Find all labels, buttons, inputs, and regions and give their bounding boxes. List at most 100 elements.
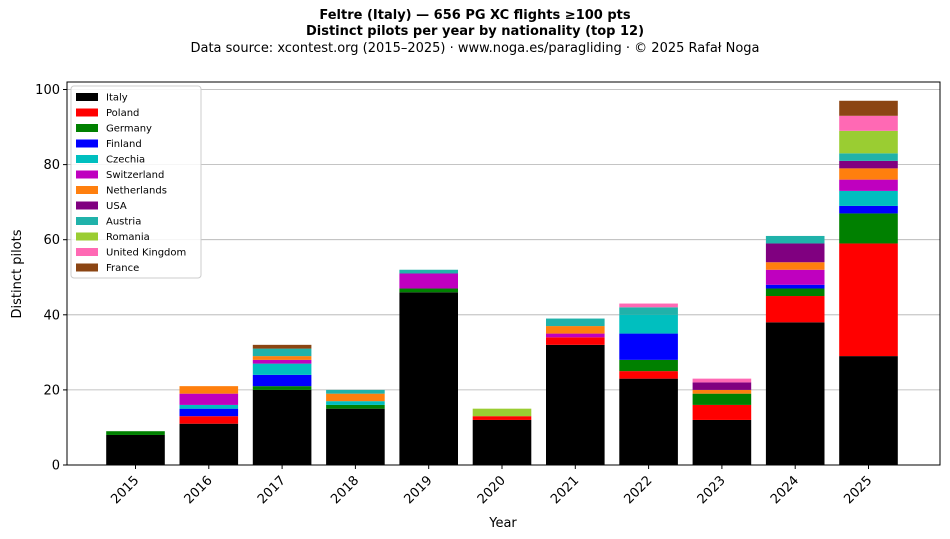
bar-segment-italy-2023 bbox=[692, 419, 752, 465]
y-tick-label: 80 bbox=[43, 158, 60, 173]
legend-swatch bbox=[76, 248, 98, 256]
bar-segment-switzerland-2017 bbox=[252, 359, 312, 364]
legend-swatch bbox=[76, 124, 98, 132]
legend-swatch bbox=[76, 217, 98, 225]
bar-segment-romania-2025 bbox=[839, 130, 898, 154]
bar-segment-switzerland-2021 bbox=[546, 333, 605, 338]
bar-segment-czechia-2022 bbox=[619, 314, 678, 334]
chart-subtitle: Distinct pilots per year by nationality … bbox=[305, 24, 645, 39]
bar-segment-germany-2024 bbox=[765, 288, 825, 297]
bar-segment-switzerland-2019 bbox=[399, 273, 458, 289]
x-tick-label: 2018 bbox=[328, 473, 362, 507]
y-tick-label: 100 bbox=[35, 83, 60, 98]
chart-titles: Feltre (Italy) — 656 PG XC flights ≥100 … bbox=[0, 8, 950, 58]
legend-label: Czechia bbox=[106, 155, 145, 166]
bar-segment-poland-2016 bbox=[179, 416, 239, 424]
bar-segment-austria-2019 bbox=[399, 269, 458, 274]
bar-segment-switzerland-2025 bbox=[839, 179, 898, 191]
legend-swatch bbox=[76, 201, 98, 210]
legend-swatch bbox=[76, 139, 98, 148]
bar-segment-austria-2018 bbox=[326, 389, 385, 394]
bar-segment-italy-2020 bbox=[472, 419, 532, 465]
bar-segment-united-kingdom-2025 bbox=[839, 115, 898, 131]
legend-label: France bbox=[106, 263, 139, 274]
legend-label: USA bbox=[106, 201, 127, 212]
y-axis-label: Distinct pilots bbox=[10, 229, 25, 318]
legend-label: Finland bbox=[106, 139, 142, 150]
bar-segment-austria-2017 bbox=[252, 348, 312, 357]
bar-segment-finland-2024 bbox=[765, 284, 825, 289]
legend-label: Romania bbox=[106, 232, 150, 243]
bar-segment-netherlands-2018 bbox=[326, 393, 385, 402]
chart-source-note: Data source: xcontest.org (2015–2025) · … bbox=[190, 41, 760, 56]
bar-segment-czechia-2017 bbox=[252, 363, 312, 375]
bar-segment-germany-2025 bbox=[839, 213, 898, 244]
bar-segment-poland-2020 bbox=[472, 416, 532, 420]
bar-segment-finland-2022 bbox=[619, 333, 678, 360]
x-tick-label: 2025 bbox=[841, 473, 875, 507]
bar-segment-germany-2017 bbox=[252, 386, 312, 390]
x-tick-label: 2017 bbox=[255, 473, 289, 507]
y-tick-label: 0 bbox=[52, 459, 60, 474]
bar-segment-usa-2024 bbox=[765, 243, 825, 263]
bar-segment-austria-2022 bbox=[619, 307, 678, 315]
bar-segment-usa-2023 bbox=[692, 382, 752, 390]
x-tick-label: 2015 bbox=[108, 473, 142, 507]
bar-segment-switzerland-2016 bbox=[179, 393, 239, 405]
bar-segment-netherlands-2025 bbox=[839, 168, 898, 180]
bar-segment-netherlands-2024 bbox=[765, 262, 825, 270]
x-tick-label: 2020 bbox=[475, 473, 509, 507]
bar-segment-czechia-2025 bbox=[839, 190, 898, 206]
legend: Italy Poland Germany Finland Czechia Switzerl… bbox=[70, 85, 202, 279]
bar-segment-poland-2022 bbox=[619, 371, 678, 379]
bar-segment-usa-2025 bbox=[839, 160, 898, 169]
bar-segment-germany-2018 bbox=[326, 404, 385, 409]
legend-swatch bbox=[76, 232, 98, 241]
bar-segment-italy-2017 bbox=[252, 389, 312, 465]
bar-segment-italy-2015 bbox=[106, 434, 165, 465]
bar-segment-poland-2025 bbox=[839, 243, 898, 357]
bar-segment-czechia-2018 bbox=[326, 401, 385, 405]
bar-stacks bbox=[106, 100, 898, 465]
x-axis-label: Year bbox=[488, 516, 517, 531]
bar-segment-czechia-2016 bbox=[179, 404, 239, 409]
x-tick-label: 2022 bbox=[621, 473, 655, 507]
y-tick-label: 20 bbox=[43, 383, 60, 398]
bar-segment-finland-2017 bbox=[252, 374, 312, 387]
bar-segment-france-2025 bbox=[839, 100, 898, 116]
y-axis: 0 20 40 60 80 100 bbox=[35, 83, 67, 474]
legend-swatch bbox=[76, 108, 98, 117]
bar-segment-italy-2018 bbox=[326, 408, 385, 465]
legend-swatch bbox=[76, 155, 98, 163]
bar-segment-germany-2019 bbox=[399, 288, 458, 293]
legend-swatch bbox=[76, 263, 98, 272]
bar-segment-romania-2020 bbox=[472, 408, 532, 417]
bar-segment-poland-2024 bbox=[765, 296, 825, 323]
bar-segment-switzerland-2024 bbox=[765, 269, 825, 285]
bar-segment-united-kingdom-2023 bbox=[692, 378, 752, 383]
plot-frame bbox=[66, 81, 941, 466]
legend-swatch bbox=[76, 93, 98, 101]
chart-title: Feltre (Italy) — 656 PG XC flights ≥100 … bbox=[319, 8, 631, 23]
legend-label: Germany bbox=[106, 124, 152, 135]
bar-segment-netherlands-2017 bbox=[252, 356, 312, 360]
legend-label: Netherlands bbox=[106, 186, 167, 197]
y-tick-label: 40 bbox=[43, 308, 60, 323]
legend-label: Austria bbox=[106, 217, 141, 228]
bar-segment-germany-2022 bbox=[619, 359, 678, 372]
bar-segment-germany-2015 bbox=[106, 431, 165, 435]
x-tick-label: 2016 bbox=[182, 473, 216, 507]
bar-segment-france-2017 bbox=[252, 344, 312, 349]
bar-segment-finland-2016 bbox=[179, 408, 239, 417]
x-tick-label: 2023 bbox=[695, 473, 729, 507]
legend-label: Italy bbox=[106, 93, 128, 104]
legend-box bbox=[70, 85, 202, 279]
x-axis: 2015 2016 2017 2018 2019 2020 2021 2022 2023 2024… bbox=[108, 465, 875, 507]
bar-segment-finland-2025 bbox=[839, 205, 898, 214]
legend-swatch bbox=[76, 186, 98, 194]
bar-segment-poland-2021 bbox=[546, 337, 605, 345]
x-tick-label: 2021 bbox=[548, 473, 582, 507]
bar-segment-italy-2016 bbox=[179, 423, 239, 465]
legend-label: Switzerland bbox=[106, 170, 164, 181]
